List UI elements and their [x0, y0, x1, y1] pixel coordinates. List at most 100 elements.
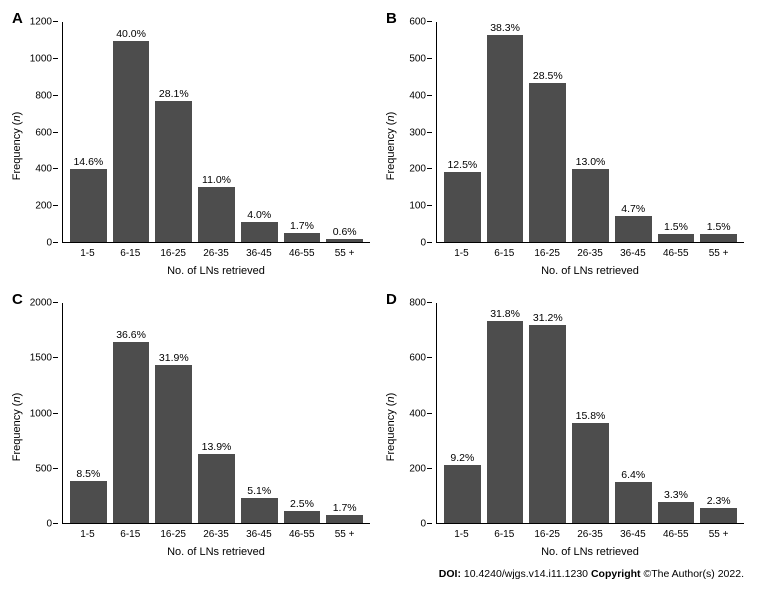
bar-wrap: 2.3%	[697, 303, 740, 523]
bar-percent-label: 28.5%	[533, 70, 563, 82]
copyright-label: Copyright	[591, 568, 641, 580]
y-tick-mark	[427, 132, 432, 133]
y-tick-label: 200	[35, 201, 52, 212]
x-tick-label: 6-15	[109, 529, 152, 540]
panel-a: AFrequency (n)14.6%40.0%28.1%11.0%4.0%1.…	[8, 8, 376, 283]
x-tick-label: 55 +	[697, 529, 740, 540]
citation: DOI: 10.4240/wjgs.v14.i11.1230 Copyright…	[8, 564, 750, 580]
bar-wrap: 38.3%	[484, 22, 527, 242]
x-tick-label: 36-45	[237, 248, 280, 259]
x-axis-label: No. of LNs retrieved	[62, 265, 370, 277]
x-tick-label: 16-25	[152, 248, 195, 259]
bar-percent-label: 31.2%	[533, 312, 563, 324]
bar-wrap: 28.5%	[526, 22, 569, 242]
bar-percent-label: 3.3%	[664, 489, 688, 501]
bar-wrap: 13.9%	[195, 303, 238, 523]
x-ticks: 1-56-1516-2526-3536-4546-5555 +	[436, 248, 744, 259]
bar	[615, 216, 652, 242]
bar-percent-label: 40.0%	[116, 28, 146, 40]
x-ticks: 1-56-1516-2526-3536-4546-5555 +	[436, 529, 744, 540]
x-tick-label: 46-55	[280, 248, 323, 259]
bar-percent-label: 5.1%	[247, 485, 271, 497]
y-tick-label: 1000	[30, 408, 52, 419]
bar-wrap: 1.7%	[281, 22, 324, 242]
bar	[198, 187, 235, 242]
x-tick-label: 1-5	[66, 248, 109, 259]
bar-percent-label: 11.0%	[202, 174, 231, 186]
bar	[487, 321, 524, 523]
bar	[155, 365, 192, 523]
bar	[326, 515, 363, 523]
plot-area: 12.5%38.3%28.5%13.0%4.7%1.5%1.5%	[436, 22, 744, 243]
y-tick-mark	[53, 168, 58, 169]
bar	[658, 502, 695, 523]
x-tick-label: 1-5	[440, 248, 483, 259]
bar	[284, 233, 321, 242]
plot-area: 14.6% 40.0% 28.1% 11.0% 4.0% 1.7% 0.6%	[62, 22, 370, 243]
y-tick-label: 300	[409, 127, 426, 138]
bar	[444, 465, 481, 523]
x-tick-label: 16-25	[526, 529, 569, 540]
bar-percent-label: 0.6%	[333, 226, 357, 238]
bar-percent-label: 8.5%	[76, 468, 100, 480]
copyright-value: ©The Author(s) 2022.	[643, 568, 744, 580]
x-tick-label: 1-5	[440, 529, 483, 540]
bar-percent-label: 9.2%	[450, 452, 474, 464]
y-ticks: 0500100015002000	[8, 303, 58, 524]
bar-wrap: 1.7%	[323, 303, 366, 523]
bars-container: 14.6% 40.0% 28.1% 11.0% 4.0% 1.7% 0.6%	[63, 22, 370, 242]
x-ticks: 1-56-1516-2526-3536-4546-5555 +	[62, 529, 370, 540]
y-tick-label: 200	[409, 463, 426, 474]
panel-c: CFrequency (n)8.5%36.6%31.9%13.9%5.1%2.5…	[8, 289, 376, 564]
bar-percent-label: 28.1%	[159, 88, 189, 100]
y-tick-label: 0	[46, 238, 52, 249]
x-tick-label: 55 +	[323, 529, 366, 540]
y-tick-mark	[53, 413, 58, 414]
x-tick-label: 6-15	[483, 529, 526, 540]
y-tick-mark	[427, 302, 432, 303]
y-tick-label: 600	[35, 127, 52, 138]
y-tick-mark	[53, 242, 58, 243]
bar	[444, 172, 481, 242]
bar-wrap: 31.8%	[484, 303, 527, 523]
y-tick-label: 1500	[30, 353, 52, 364]
x-tick-label: 1-5	[66, 529, 109, 540]
bar	[70, 169, 107, 242]
bar-percent-label: 4.0%	[247, 209, 271, 221]
bar-wrap: 5.1%	[238, 303, 281, 523]
bar-percent-label: 31.9%	[159, 352, 189, 364]
bar-percent-label: 13.9%	[202, 441, 232, 453]
bar	[529, 325, 566, 523]
y-tick-mark	[53, 132, 58, 133]
bar	[658, 234, 695, 242]
bars-container: 12.5%38.3%28.5%13.0%4.7%1.5%1.5%	[437, 22, 744, 242]
x-axis-label: No. of LNs retrieved	[436, 265, 744, 277]
bar-percent-label: 1.5%	[664, 221, 688, 233]
bar-percent-label: 14.6%	[73, 156, 103, 168]
bar-wrap: 31.2%	[526, 303, 569, 523]
y-tick-mark	[53, 357, 58, 358]
bar	[113, 41, 150, 242]
bar-wrap: 11.0%	[195, 22, 238, 242]
y-ticks: 0100200300400500600	[382, 22, 432, 243]
bar	[155, 101, 192, 242]
y-tick-mark	[53, 523, 58, 524]
y-tick-mark	[427, 168, 432, 169]
bar-wrap: 0.6%	[323, 22, 366, 242]
y-tick-mark	[53, 95, 58, 96]
y-tick-label: 2000	[30, 298, 52, 309]
y-ticks: 020040060080010001200	[8, 22, 58, 243]
bar-percent-label: 1.7%	[290, 220, 314, 232]
y-tick-mark	[427, 242, 432, 243]
bar-wrap: 14.6%	[67, 22, 110, 242]
y-tick-label: 0	[420, 238, 426, 249]
bar-wrap: 3.3%	[655, 303, 698, 523]
bar	[572, 169, 609, 242]
y-tick-mark	[53, 205, 58, 206]
y-tick-label: 0	[420, 519, 426, 530]
y-tick-label: 0	[46, 519, 52, 530]
doi-value: 10.4240/wjgs.v14.i11.1230	[464, 568, 588, 580]
y-tick-label: 800	[35, 90, 52, 101]
y-tick-mark	[427, 523, 432, 524]
bar	[572, 423, 609, 523]
